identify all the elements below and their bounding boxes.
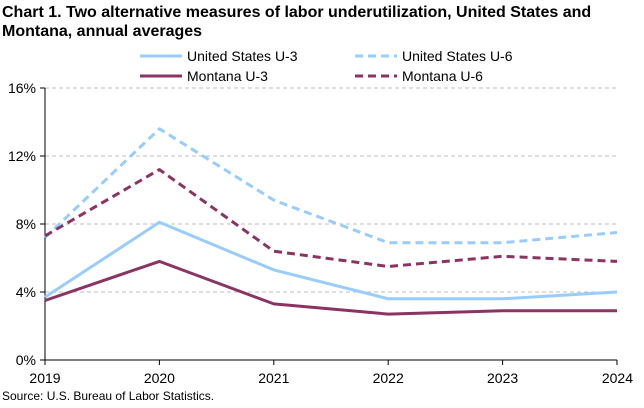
legend-label: Montana U-6: [402, 68, 483, 84]
chart-title: Chart 1. Two alternative measures of lab…: [2, 4, 592, 40]
legend-label: Montana U-3: [187, 68, 268, 84]
series-line-montana-u-6: [44, 168, 618, 268]
y-tick-label: 4%: [16, 284, 36, 300]
legend: United States U-3 United States U-6 Montan…: [140, 48, 513, 84]
source-note: Source: U.S. Bureau of Labor Statistics.: [2, 389, 215, 403]
x-tick-label: 2024: [602, 370, 633, 386]
series-lines: [43, 127, 618, 316]
x-tick-label: 2021: [258, 370, 289, 386]
x-tick-label: 2019: [29, 370, 60, 386]
x-tick-label: 2023: [487, 370, 518, 386]
series-line-united-states-u-6: [43, 127, 618, 245]
y-tick-label: 8%: [16, 216, 36, 232]
legend-label: United States U-6: [402, 48, 513, 64]
x-tick-label: 2020: [144, 370, 175, 386]
x-tick-label: 2022: [373, 370, 404, 386]
grid-lines: [45, 87, 617, 293]
series-line-montana-u-3: [44, 259, 617, 316]
y-tick-label: 16%: [8, 80, 36, 96]
series-line-united-states-u-3: [44, 220, 618, 301]
legend-label: United States U-3: [187, 48, 298, 64]
y-tick-label: 12%: [8, 148, 36, 164]
y-tick-label: 0%: [16, 352, 36, 368]
axes: 0% 4% 8% 12% 16% 2019 2020 2021 2022 2023 2024: [8, 80, 633, 386]
